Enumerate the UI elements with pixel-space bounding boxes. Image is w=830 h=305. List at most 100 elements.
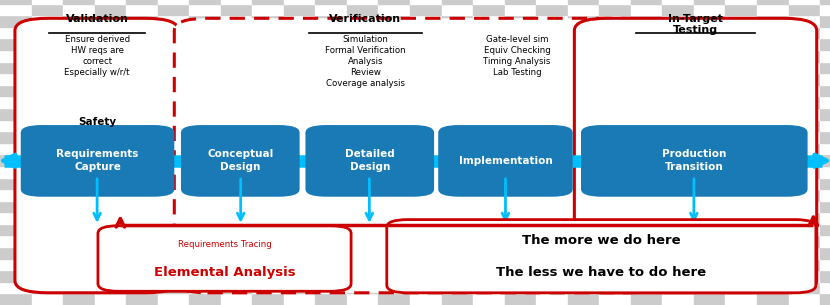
Bar [473,178,505,189]
Bar [410,166,442,178]
Bar [252,0,284,4]
Bar [505,62,536,73]
Bar [662,38,694,50]
Bar [568,282,599,293]
Bar [221,38,252,50]
Bar [126,154,158,166]
Bar [0,108,32,120]
Bar [252,247,284,259]
Bar [536,85,568,96]
Bar [725,293,757,305]
Bar [599,131,631,143]
Bar [568,96,599,108]
Bar [158,282,189,293]
Bar [347,224,378,235]
Bar [505,259,536,270]
Bar [631,131,662,143]
Text: Verification: Verification [330,14,401,24]
Bar [473,212,505,224]
Bar [315,143,347,154]
Bar [378,4,410,15]
Bar [63,154,95,166]
Bar [378,96,410,108]
Bar [284,131,315,143]
Bar [442,62,473,73]
Bar [473,4,505,15]
Bar [442,178,473,189]
Bar [63,4,95,15]
Bar [378,27,410,38]
Bar [126,38,158,50]
Bar [473,224,505,235]
Bar [788,108,820,120]
Bar [631,212,662,224]
Bar [189,212,221,224]
Bar [126,131,158,143]
Bar [536,143,568,154]
Bar [32,50,63,62]
Bar [378,120,410,131]
Bar [284,189,315,201]
FancyBboxPatch shape [438,125,573,197]
Bar [788,154,820,166]
Bar [158,4,189,15]
Bar [126,50,158,62]
Bar [631,189,662,201]
Bar [694,235,725,247]
Bar [473,235,505,247]
Bar [599,85,631,96]
Bar [725,189,757,201]
Bar [32,247,63,259]
Bar [32,73,63,85]
Bar [284,62,315,73]
Bar [662,189,694,201]
Bar [820,4,830,15]
Bar [694,259,725,270]
Bar [473,27,505,38]
Bar [410,73,442,85]
Bar [32,85,63,96]
Bar [126,73,158,85]
Bar [347,259,378,270]
Bar [536,62,568,73]
Bar [568,154,599,166]
Bar [725,178,757,189]
Bar [221,27,252,38]
Bar [32,15,63,27]
Bar [820,189,830,201]
Bar [284,50,315,62]
Bar [158,224,189,235]
Bar [662,166,694,178]
Bar [221,62,252,73]
Bar [820,85,830,96]
Bar [95,235,126,247]
Text: Requirements Tracing: Requirements Tracing [178,239,271,249]
Bar [568,85,599,96]
Bar [662,96,694,108]
Bar [315,166,347,178]
Bar [599,212,631,224]
Bar [315,259,347,270]
Bar [221,96,252,108]
Bar [378,178,410,189]
Bar [284,166,315,178]
Bar [189,235,221,247]
Bar [32,201,63,212]
Bar [694,85,725,96]
Bar [442,166,473,178]
Bar [410,247,442,259]
Bar [252,62,284,73]
Bar [442,259,473,270]
Bar [536,108,568,120]
Bar [63,293,95,305]
Bar [0,62,32,73]
Bar [32,143,63,154]
Bar [568,189,599,201]
Bar [536,235,568,247]
Bar [126,85,158,96]
Bar [599,282,631,293]
Bar [158,85,189,96]
Bar [284,27,315,38]
Bar [662,154,694,166]
Bar [788,4,820,15]
